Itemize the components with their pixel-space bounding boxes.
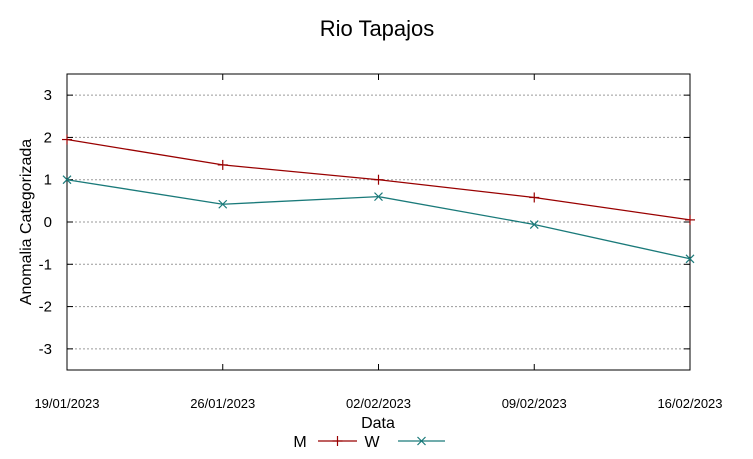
x-tick-label: 02/02/2023 (346, 396, 411, 411)
x-axis: 19/01/2023 26/01/2023 02/02/2023 09/02/2023… (34, 74, 723, 411)
x-tick-label: 26/01/2023 (190, 396, 255, 411)
data-point-w (685, 254, 695, 264)
data-point-w (62, 175, 72, 185)
legend-marker-m (332, 436, 343, 446)
data-point-w (374, 192, 383, 202)
series-group (62, 134, 695, 264)
y-tick-label: -2 (39, 299, 52, 316)
data-point-m (685, 214, 695, 225)
y-tick-label: -1 (39, 256, 52, 273)
y-tick-label: 2 (44, 129, 52, 146)
data-point-w (218, 199, 228, 209)
x-tick-label: 19/01/2023 (34, 396, 99, 411)
series-line-w (66, 179, 691, 260)
data-point-m (529, 192, 540, 203)
y-tick-label: 0 (44, 214, 52, 231)
grid (67, 94, 690, 350)
legend-label-w: W (364, 434, 380, 451)
y-tick-label: 3 (44, 87, 52, 104)
legend-label-m: M (293, 434, 306, 451)
x-axis-label: Data (361, 415, 395, 432)
chart-title: Rio Tapajos (320, 16, 435, 41)
legend-marker-w (417, 436, 426, 446)
y-axis-label: Anomalia Categorizada (18, 139, 35, 305)
data-point-w (529, 220, 539, 229)
data-point-m (217, 159, 228, 170)
data-point-m (373, 174, 384, 185)
x-tick-label: 16/02/2023 (657, 396, 722, 411)
y-tick-label: 1 (44, 172, 52, 189)
y-tick-label: -3 (39, 341, 52, 358)
x-tick-label: 09/02/2023 (502, 396, 567, 411)
data-point-m (62, 134, 72, 145)
